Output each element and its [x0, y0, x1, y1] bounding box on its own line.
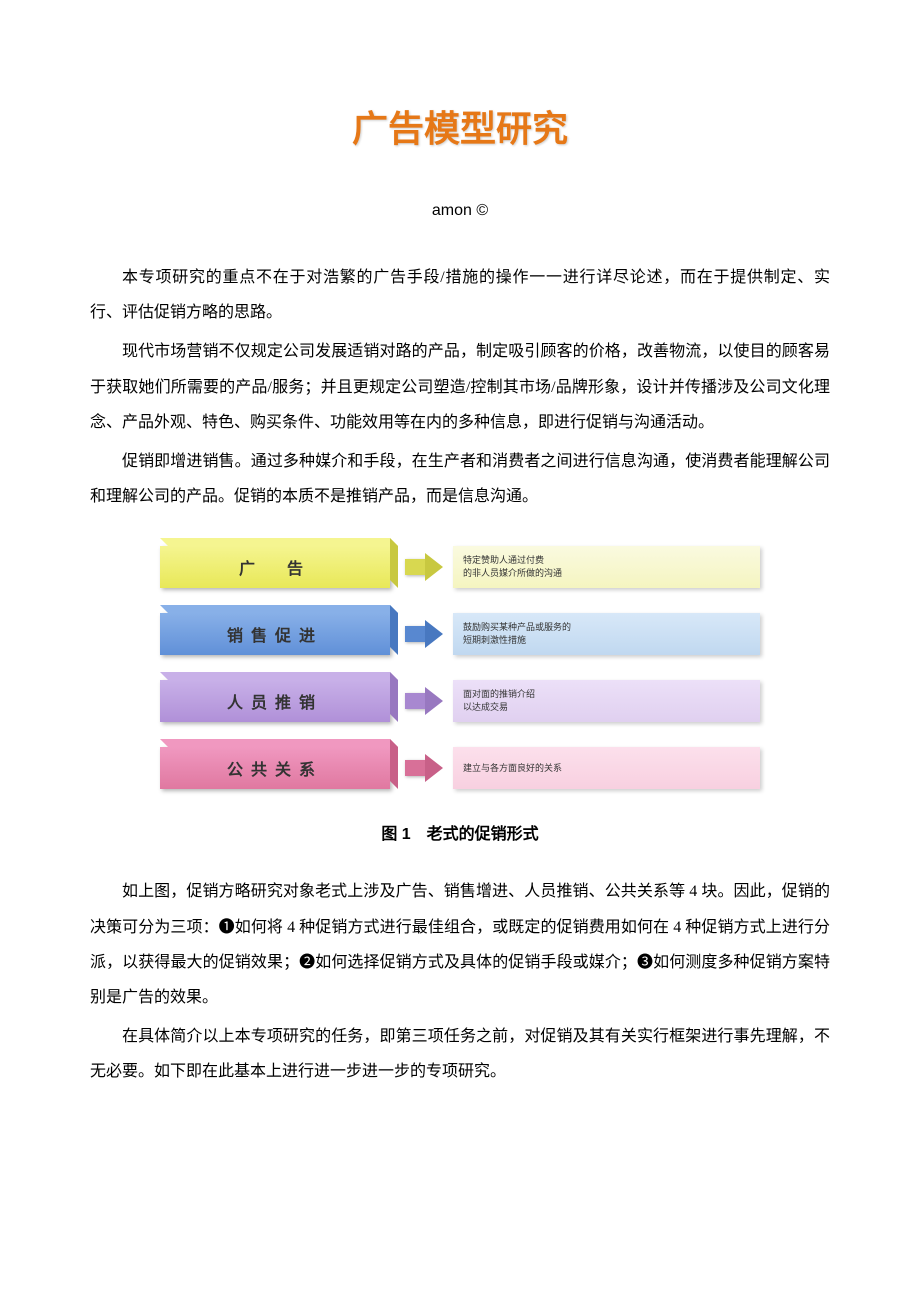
- diagram-bar-label: 销售促进: [227, 622, 323, 646]
- description-line: 鼓励购买某种产品或服务的: [463, 621, 750, 634]
- diagram-row-3: 公共关系 建立与各方面良好的关系: [160, 740, 760, 795]
- arrow-icon: [405, 555, 445, 579]
- description-line: 特定赞助人通过付费: [463, 554, 750, 567]
- paragraph-2: 现代市场营销不仅规定公司发展适销对路的产品，制定吸引顾客的价格，改善物流，以使目…: [90, 334, 830, 440]
- paragraph-4: 如上图，促销方略研究对象老式上涉及广告、销售增进、人员推销、公共关系等 4 块。…: [90, 874, 830, 1015]
- diagram-bar: 公共关系: [160, 747, 390, 789]
- author-line: amon ©: [90, 202, 830, 220]
- figure-caption: 图 1 老式的促销形式: [90, 820, 830, 844]
- page-title: 广告模型研究: [90, 100, 830, 152]
- description-line: 建立与各方面良好的关系: [463, 762, 750, 775]
- diagram-description: 鼓励购买某种产品或服务的短期刺激性措施: [453, 613, 760, 655]
- diagram-bar: 人员推销: [160, 680, 390, 722]
- diagram-bar: 销售促进: [160, 613, 390, 655]
- paragraph-5: 在具体简介以上本专项研究的任务，即第三项任务之前，对促销及其有关实行框架进行事先…: [90, 1019, 830, 1089]
- description-line: 以达成交易: [463, 701, 750, 714]
- promotion-forms-diagram: 广 告 特定赞助人通过付费的非人员媒介所做的沟通销售促进 鼓励购买某种产品或服务的短…: [160, 539, 760, 795]
- paragraph-3: 促销即增进销售。通过多种媒介和手段，在生产者和消费者之间进行信息沟通，使消费者能…: [90, 444, 830, 514]
- arrow-icon: [405, 622, 445, 646]
- diagram-description: 面对面的推销介绍以达成交易: [453, 680, 760, 722]
- diagram-description: 特定赞助人通过付费的非人员媒介所做的沟通: [453, 546, 760, 588]
- diagram-row-0: 广 告 特定赞助人通过付费的非人员媒介所做的沟通: [160, 539, 760, 594]
- diagram-bar-label: 公共关系: [227, 756, 323, 780]
- description-line: 短期刺激性措施: [463, 634, 750, 647]
- diagram-bar: 广 告: [160, 546, 390, 588]
- arrow-icon: [405, 756, 445, 780]
- diagram-bar-label: 广 告: [239, 555, 311, 579]
- diagram-bar-label: 人员推销: [227, 689, 323, 713]
- diagram-row-2: 人员推销 面对面的推销介绍以达成交易: [160, 673, 760, 728]
- diagram-row-1: 销售促进 鼓励购买某种产品或服务的短期刺激性措施: [160, 606, 760, 661]
- paragraph-1: 本专项研究的重点不在于对浩繁的广告手段/措施的操作一一进行详尽论述，而在于提供制…: [90, 260, 830, 330]
- arrow-icon: [405, 689, 445, 713]
- description-line: 的非人员媒介所做的沟通: [463, 567, 750, 580]
- description-line: 面对面的推销介绍: [463, 688, 750, 701]
- diagram-description: 建立与各方面良好的关系: [453, 747, 760, 789]
